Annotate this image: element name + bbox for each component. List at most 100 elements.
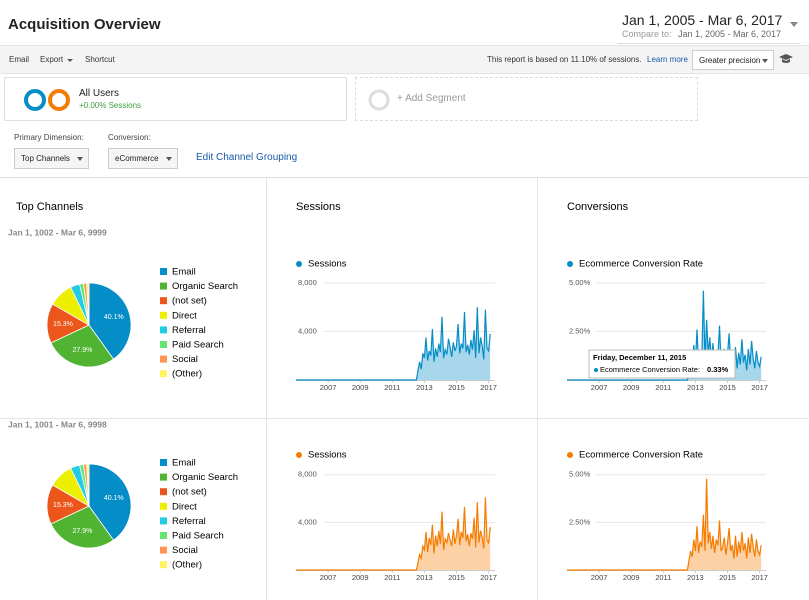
toolbar: Email Export Shortcut This report is bas… <box>0 45 809 74</box>
x-tick-label: 2015 <box>719 383 736 392</box>
x-tick-label: 2009 <box>352 573 369 582</box>
x-tick-label: 2013 <box>687 573 704 582</box>
legend-label: Direct <box>172 501 197 512</box>
tooltip <box>588 349 736 379</box>
legend-swatch <box>160 561 167 569</box>
primary-dimension-label: Primary Dimension: <box>14 133 84 142</box>
date-range: Jan 1, 2005 - Mar 6, 2017 <box>622 12 783 28</box>
legend-label: (not set) <box>172 487 207 498</box>
legend-dot <box>296 261 302 267</box>
legend-label: Referral <box>172 325 206 336</box>
segment-card[interactable]: All Users +0.00% Sessions <box>4 77 347 121</box>
legend-swatch <box>160 473 167 481</box>
legend-swatch <box>160 311 167 319</box>
x-tick-label: 2007 <box>320 573 337 582</box>
export-button[interactable]: Export <box>40 55 64 64</box>
page-title: Acquisition Overview <box>8 16 161 33</box>
x-tick-label: 2011 <box>384 383 400 392</box>
legend-label: Sessions <box>308 259 347 270</box>
pie-slice <box>86 463 90 507</box>
area <box>567 478 762 570</box>
slice-label: 15.3% <box>53 502 73 509</box>
legend-dot <box>567 452 573 458</box>
legend-label: Referral <box>172 516 206 527</box>
conversion-value: eCommerce <box>115 154 159 163</box>
x-tick-label: 2007 <box>591 573 608 582</box>
x-tick-label: 2017 <box>751 573 768 582</box>
compare-range: Jan 1, 2005 - Mar 6, 2017 <box>678 29 782 39</box>
x-tick-label: 2009 <box>352 383 369 392</box>
x-tick-label: 2013 <box>416 573 433 582</box>
edit-channel-link[interactable]: Edit Channel Grouping <box>196 152 298 163</box>
legend-swatch <box>160 326 167 334</box>
line <box>567 478 762 571</box>
tooltip-dot <box>594 368 598 372</box>
email-button[interactable]: Email <box>9 55 30 64</box>
legend-label: Organic Search <box>172 472 238 483</box>
conversion-label: Conversion: <box>108 133 151 142</box>
y-tick-label: 5.00% <box>569 470 591 479</box>
x-tick-label: 2011 <box>655 383 671 392</box>
primary-dimension-value: Top Channels <box>21 154 70 163</box>
y-tick-label: 4,000 <box>298 517 317 526</box>
segment-icon <box>24 89 70 111</box>
shortcut-button[interactable]: Shortcut <box>85 55 115 64</box>
pie-slice <box>88 463 132 541</box>
tooltip-series: Ecommerce Conversion Rate: <box>600 365 700 374</box>
legend-swatch <box>160 282 167 290</box>
legend-label: Sessions <box>308 450 347 461</box>
slice-label: 27.9% <box>73 347 93 354</box>
legend-label: (not set) <box>172 296 207 307</box>
date-range: Jan 1, 1001 - Mar 6, 9998 <box>8 419 107 429</box>
legend-label: (Other) <box>172 560 202 571</box>
legend-dot <box>296 452 302 458</box>
x-tick-label: 2017 <box>751 383 768 392</box>
add-segment-card[interactable]: + Add Segment <box>355 77 698 121</box>
legend-label: Social <box>172 545 198 556</box>
primary-dimension-select[interactable]: Top Channels <box>14 148 89 169</box>
legend-label: Social <box>172 354 198 365</box>
x-tick-label: 2009 <box>623 383 640 392</box>
legend-label: (Other) <box>172 369 202 380</box>
legend-swatch <box>160 502 167 510</box>
legend-label: Direct <box>172 310 197 321</box>
y-tick-label: 8,000 <box>298 470 317 479</box>
segment-detail: +0.00% Sessions <box>79 101 142 110</box>
charts-area: Top Channels Sessions Conversions Jan 1,… <box>0 177 809 600</box>
add-segment-icon <box>368 89 390 111</box>
y-tick-label: 5.00% <box>569 278 591 287</box>
y-tick-label: 4,000 <box>298 326 317 335</box>
legend-swatch <box>160 488 167 496</box>
tooltip-title: Friday, December 11, 2015 <box>593 353 686 362</box>
date-picker[interactable]: Jan 1, 2005 - Mar 6, 2017 Compare to: Ja… <box>617 7 800 44</box>
cap-icon[interactable] <box>778 53 794 65</box>
precision-value: Greater precision <box>699 56 761 65</box>
conversion-select[interactable]: eCommerce <box>108 148 178 169</box>
legend-dot <box>567 261 573 267</box>
add-segment-label: + Add Segment <box>397 93 466 104</box>
caret <box>67 59 73 65</box>
x-tick-label: 2013 <box>687 383 704 392</box>
x-tick-label: 2007 <box>591 383 608 392</box>
legend-swatch <box>160 546 167 554</box>
legend-label: Email <box>172 267 196 278</box>
legend-label: Ecommerce Conversion Rate <box>579 450 703 461</box>
column-title: Conversions <box>567 201 629 213</box>
caret <box>790 22 798 31</box>
x-tick-label: 2007 <box>320 383 337 392</box>
x-tick-label: 2017 <box>480 383 497 392</box>
slice-label: 15.3% <box>53 321 73 328</box>
compare-label: Compare to: <box>622 29 672 39</box>
x-tick-label: 2011 <box>655 573 671 582</box>
legend-swatch <box>160 370 167 378</box>
legend-swatch <box>160 355 167 363</box>
sampling-note: This report is based on 11.10% of sessio… <box>487 55 642 64</box>
precision-select[interactable]: Greater precision <box>692 50 774 70</box>
legend-swatch <box>160 517 167 525</box>
learn-more-link[interactable]: Learn more <box>647 55 688 64</box>
legend-swatch <box>160 532 167 539</box>
pie-slice <box>50 505 115 549</box>
segment-name: All Users <box>79 88 120 99</box>
pie-slice <box>88 282 132 360</box>
